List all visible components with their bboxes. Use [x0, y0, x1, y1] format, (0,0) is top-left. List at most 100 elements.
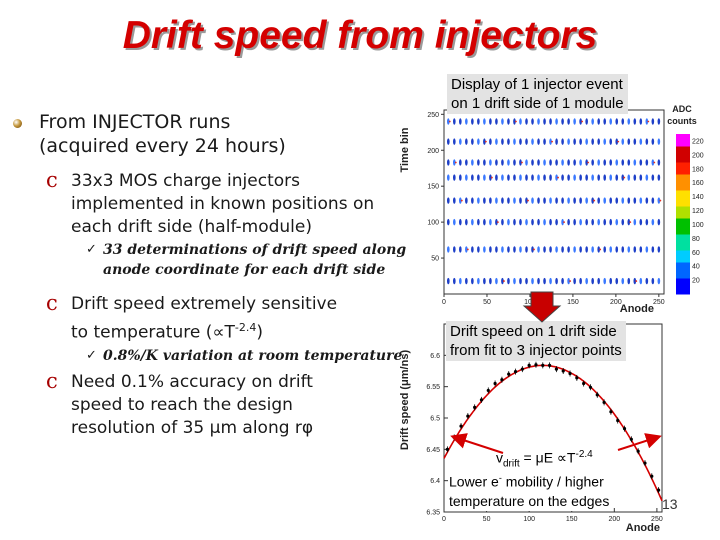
colorbar-step [676, 246, 690, 251]
edges-line-2: temperature on the edges [449, 492, 610, 509]
injector-mark [555, 218, 558, 226]
injector-mark [549, 197, 552, 204]
colorbar-step [676, 138, 690, 143]
injector-mark [525, 174, 528, 181]
injector-mark [651, 277, 655, 285]
injector-mark [537, 197, 540, 204]
arrow-right-edge-icon [617, 433, 662, 451]
edges-line-1: Lower e- mobility / higher [449, 473, 604, 490]
data-point [656, 488, 661, 492]
injector-mark [585, 246, 588, 253]
injector-mark [459, 118, 462, 125]
injector-mark [639, 118, 643, 125]
colorbar-step [676, 202, 690, 207]
injector-mark [603, 218, 607, 226]
colorbar-tick-label: 160 [692, 180, 704, 187]
colorbar-tick-label: 60 [692, 250, 700, 257]
sub2-line-1: Drift speed extremely sensitive [71, 294, 338, 314]
injector-mark [555, 138, 558, 145]
injector-mark [489, 159, 492, 166]
injector-mark [531, 277, 534, 285]
injector-mark [465, 197, 468, 204]
injector-mark [501, 197, 504, 204]
colorbar-step [676, 262, 690, 267]
injector-mark [567, 118, 570, 125]
colorbar-tick-label: 40 [692, 264, 700, 271]
injector-mark [465, 246, 468, 253]
injector-mark [519, 197, 522, 204]
injector-mark [549, 138, 552, 145]
note-top-line-1: Display of 1 injector event [451, 76, 623, 93]
colorbar-step [676, 250, 690, 255]
injector-mark-hot [653, 161, 656, 164]
injector-mark [501, 218, 504, 226]
injector-mark [513, 118, 516, 125]
injector-mark [561, 118, 564, 125]
injector-mark [579, 138, 582, 145]
injector-mark [657, 174, 661, 181]
injector-mark [483, 118, 486, 125]
injector-mark [489, 197, 492, 204]
data-point [595, 393, 599, 397]
injector-mark [453, 197, 456, 204]
injector-mark [645, 138, 649, 145]
injector-mark [507, 118, 510, 125]
injector-mark [543, 138, 546, 145]
injector-mark [621, 138, 625, 145]
fit-curve [443, 364, 663, 502]
injector-mark [591, 159, 594, 166]
injector-mark [453, 118, 456, 125]
injector-mark [621, 277, 625, 285]
injector-mark [471, 159, 474, 166]
injector-mark [573, 277, 576, 285]
injector-mark [465, 159, 468, 166]
injector-mark [555, 118, 558, 125]
y-tick-label: 6.35 [426, 510, 440, 517]
colorbar-step [676, 198, 690, 203]
data-point [541, 363, 545, 367]
injector-mark [543, 246, 546, 253]
injector-mark [495, 174, 498, 181]
injector-mark-hot [617, 140, 620, 143]
check1-line-2: anode coordinate for each drift side [103, 262, 386, 278]
injector-mark [459, 138, 462, 145]
colorbar-step [676, 218, 690, 223]
injector-mark [585, 118, 588, 125]
data-point [609, 410, 613, 414]
injector-mark [525, 277, 528, 285]
injector-mark [507, 138, 510, 145]
colorbar-step [676, 182, 690, 187]
injector-mark-hot [599, 248, 602, 251]
y-axis-label: Time bin [399, 127, 411, 172]
injector-mark [621, 197, 625, 204]
injector-mark [657, 277, 661, 285]
injector-mark-hot [466, 248, 469, 251]
colorbar-step [676, 266, 690, 271]
colorbar-step [676, 206, 690, 211]
injector-mark [555, 174, 558, 181]
colorbar-step [676, 190, 690, 195]
injector-mark [501, 159, 504, 166]
injector-mark [573, 138, 576, 145]
injector-mark [483, 159, 486, 166]
data-point [636, 449, 640, 453]
injector-mark [495, 159, 498, 166]
data-point [554, 367, 559, 371]
injector-mark [537, 138, 540, 145]
colorbar-step [676, 234, 690, 239]
injector-mark [453, 174, 456, 181]
injector-mark [573, 159, 576, 166]
injector-mark [627, 118, 631, 125]
injector-mark [513, 246, 516, 253]
injector-mark [621, 118, 625, 125]
injector-mark [489, 277, 492, 285]
sub1-line-1: 33x3 MOS charge injectors [71, 171, 300, 191]
injector-mark [543, 159, 546, 166]
injector-mark [609, 138, 613, 145]
injector-mark [609, 118, 613, 125]
injector-mark [471, 277, 474, 285]
sub1-line-2: implemented in known positions on [71, 194, 375, 214]
injector-mark-hot [454, 161, 457, 164]
injector-mark [585, 197, 588, 204]
injector-mark [477, 277, 480, 285]
